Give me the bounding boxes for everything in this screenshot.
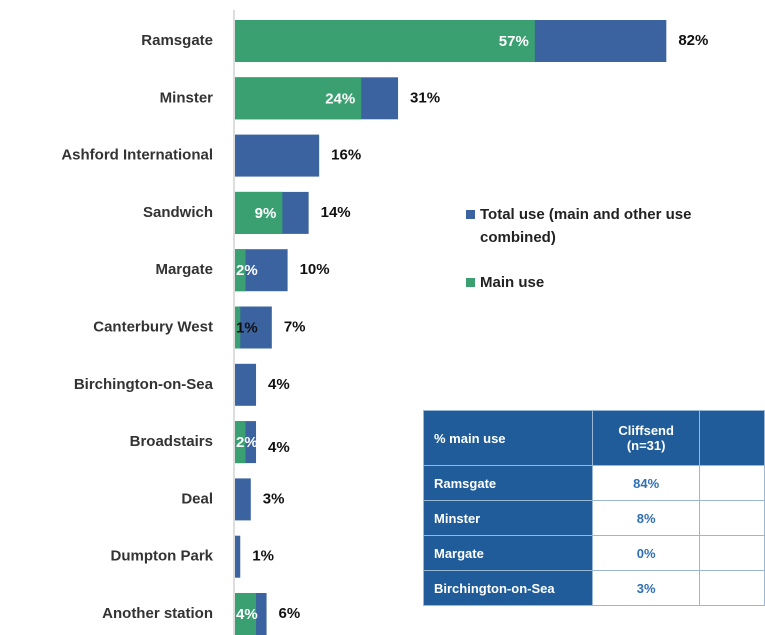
category-label: Dumpton Park: [110, 548, 213, 565]
bar: [235, 306, 241, 349]
value-label: 57%: [499, 33, 529, 50]
table-cell: [698, 465, 765, 501]
category-label: Margate: [155, 261, 213, 278]
table-cell: 8%: [592, 500, 700, 536]
bar: [235, 363, 257, 406]
bar: [235, 249, 246, 292]
table-cell: [698, 535, 765, 571]
table-cell: 0%: [592, 535, 700, 571]
bar: [235, 191, 283, 234]
value-label: 1%: [236, 319, 258, 336]
table-cell: Minster: [422, 500, 594, 536]
value-label: 14%: [321, 204, 351, 221]
value-label: 4%: [236, 606, 258, 623]
category-label: Canterbury West: [93, 318, 213, 335]
table-cell: [698, 500, 765, 536]
bar: [235, 306, 272, 349]
table: % main use Cliffsend (n=31) Ramsgate 84% Min…: [422, 410, 765, 606]
value-label: 6%: [279, 605, 301, 622]
legend-label: Total use (main and other use combined): [480, 206, 692, 246]
value-label: 7%: [284, 318, 306, 335]
bar: [235, 20, 535, 62]
table-row: Margate 0%: [422, 535, 765, 571]
bar: [235, 134, 320, 177]
header-cell: % main use: [422, 410, 594, 466]
header-cell: Cliffsend (n=31): [592, 410, 700, 466]
table-cell: Birchington-on-Sea: [422, 570, 594, 606]
value-label: 2%: [236, 434, 258, 451]
bar: [235, 478, 251, 521]
category-label: Birchington-on-Sea: [74, 376, 214, 393]
category-label: Minster: [160, 89, 214, 106]
value-label: 4%: [268, 376, 290, 393]
legend-item: Main use: [466, 271, 765, 294]
table-row: Minster 8%: [422, 500, 765, 536]
legend-label: Main use: [480, 274, 545, 291]
table-row: Ramsgate 84%: [422, 465, 765, 501]
value-label: 10%: [300, 261, 330, 278]
header-cell: [698, 410, 765, 466]
table-cell: [698, 570, 765, 606]
value-label: 31%: [410, 89, 440, 106]
category-label: Sandwich: [143, 204, 213, 221]
table-cell: Margate: [422, 535, 594, 571]
value-label: 1%: [252, 548, 274, 565]
category-label: Ramsgate: [141, 32, 213, 49]
table-cell: 3%: [592, 570, 700, 606]
bar: [235, 77, 362, 120]
value-label: 2%: [236, 262, 258, 279]
value-label: 9%: [255, 205, 277, 222]
value-label: 3%: [263, 490, 285, 507]
category-label: Deal: [181, 490, 213, 507]
legend-swatch: [466, 278, 475, 287]
bar: [235, 421, 246, 464]
category-label: Ashford International: [61, 147, 213, 164]
table-cell: 84%: [592, 465, 700, 501]
category-label: Broadstairs: [130, 433, 213, 450]
legend: Total use (main and other use combined) M…: [466, 203, 765, 316]
table-cell: Ramsgate: [422, 465, 594, 501]
bar: [235, 593, 257, 635]
value-label: 4%: [268, 439, 290, 456]
table-header: % main use Cliffsend (n=31): [422, 410, 765, 466]
bar: [235, 535, 241, 578]
legend-item: Total use (main and other use combined): [466, 203, 765, 249]
value-label: 24%: [325, 90, 355, 107]
legend-swatch: [466, 210, 475, 219]
value-label: 82%: [678, 32, 708, 49]
table-row: Birchington-on-Sea 3%: [422, 570, 765, 606]
value-label: 16%: [331, 147, 361, 164]
category-label: Another station: [102, 605, 213, 622]
